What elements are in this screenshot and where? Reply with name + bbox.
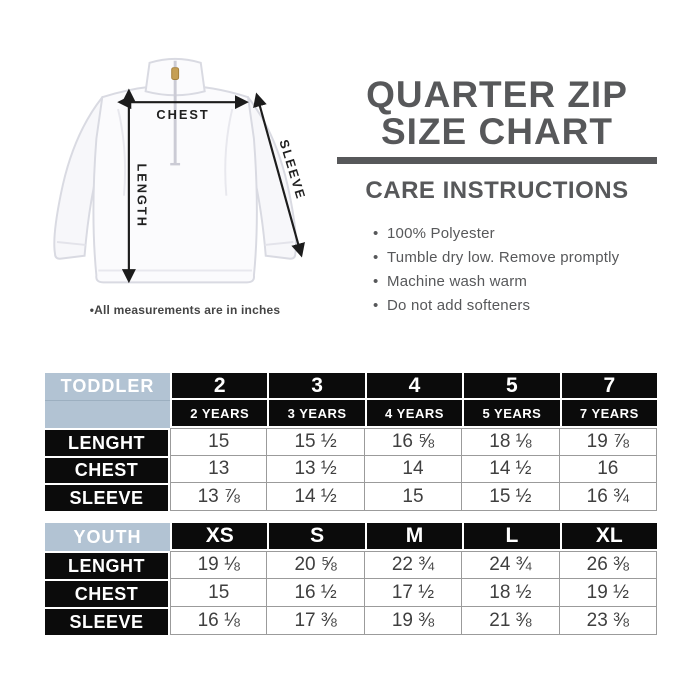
left-cuff-seam [56, 240, 86, 246]
row-label-chest: CHEST [45, 579, 170, 607]
age-column-header: 5 YEARS [462, 400, 560, 428]
measurements-note: •All measurements are in inches [89, 303, 281, 317]
toddler-group-header: TODDLER [45, 373, 170, 400]
table-cell: 24 ¾ [462, 551, 560, 579]
table-cell: 19 ½ [559, 579, 657, 607]
size-column-header: XL [559, 523, 657, 551]
care-instructions-list: 100% Polyester Tumble dry low. Remove pr… [337, 222, 657, 318]
care-item: Tumble dry low. Remove promptly [373, 246, 657, 270]
table-cell: 13 ½ [267, 456, 365, 483]
table-cell: 18 ½ [462, 579, 560, 607]
row-label-length: LENGHT [45, 428, 170, 456]
table-cell: 14 [364, 456, 463, 483]
table-cell: 15 [170, 428, 268, 456]
table-cell: 16 ⅛ [170, 607, 268, 635]
age-column-header: 4 YEARS [364, 400, 463, 428]
care-instructions-heading: CARE INSTRUCTIONS [365, 177, 629, 204]
table-cell: 15 [364, 483, 463, 511]
table-cell: 15 ½ [462, 483, 560, 511]
zipper-pull-icon [171, 67, 180, 80]
table-cell: 15 ½ [267, 428, 365, 456]
table-cell: 16 ¾ [559, 483, 657, 511]
table-cell: 22 ¾ [364, 551, 463, 579]
row-label-length: LENGHT [45, 551, 170, 579]
age-column-header: 3 YEARS [267, 400, 365, 428]
care-item: Do not add softeners [373, 294, 657, 318]
size-column-header: XS [170, 523, 268, 551]
table-cell: 19 ⅞ [559, 428, 657, 456]
size-column-header: 5 [462, 373, 560, 400]
youth-group-header: YOUTH [45, 523, 170, 551]
table-cell: 23 ⅜ [559, 607, 657, 635]
table-cell: 17 ⅜ [267, 607, 365, 635]
toddler-size-table: TODDLER 2 3 4 5 7 2 YEARS 3 YEARS 4 YEAR… [45, 373, 657, 511]
table-cell: 15 [170, 579, 268, 607]
table-cell: 16 ⅝ [364, 428, 463, 456]
size-column-header: M [364, 523, 463, 551]
age-column-header: 2 YEARS [170, 400, 268, 428]
table-cell: 16 [559, 456, 657, 483]
table-cell: 13 [170, 456, 268, 483]
table-cell: 13 ⅞ [170, 483, 268, 511]
row-label-sleeve: SLEEVE [45, 607, 170, 635]
table-cell: 19 ⅜ [364, 607, 463, 635]
page-title-line1: QUARTER ZIP [366, 74, 628, 115]
table-cell: 21 ⅜ [462, 607, 560, 635]
care-item: 100% Polyester [373, 222, 657, 246]
right-armhole-seam [224, 108, 234, 196]
table-cell: 16 ½ [267, 579, 365, 607]
size-column-header: 2 [170, 373, 268, 400]
table-cell: 26 ⅜ [559, 551, 657, 579]
size-column-header: 7 [559, 373, 657, 400]
toddler-group-subheader-empty [45, 400, 170, 428]
row-label-chest: CHEST [45, 456, 170, 483]
table-cell: 14 ½ [267, 483, 365, 511]
table-cell: 18 ⅛ [462, 428, 560, 456]
page-title-line2: SIZE CHART [381, 111, 613, 152]
header-block: QUARTER ZIP SIZE CHART CARE INSTRUCTIONS… [337, 76, 657, 318]
title-divider-bar [337, 157, 657, 164]
age-column-header: 7 YEARS [559, 400, 657, 428]
size-column-header: 3 [267, 373, 365, 400]
size-column-header: 4 [364, 373, 463, 400]
size-column-header: L [462, 523, 560, 551]
care-item: Machine wash warm [373, 270, 657, 294]
table-cell: 17 ½ [364, 579, 463, 607]
length-measure-label: LENGTH [135, 163, 150, 227]
row-label-sleeve: SLEEVE [45, 483, 170, 511]
table-cell: 19 ⅛ [170, 551, 268, 579]
table-cell: 14 ½ [462, 456, 560, 483]
table-cell: 20 ⅝ [267, 551, 365, 579]
sleeve-arrow [253, 92, 305, 258]
youth-size-table: YOUTH XS S M L XL LENGHT 19 ⅛ 20 ⅝ 22 ¾ … [45, 523, 657, 635]
quarter-zip-garment-illustration: CHEST LENGTH SLEEVE [53, 57, 309, 284]
size-column-header: S [267, 523, 365, 551]
chest-measure-label: CHEST [156, 107, 209, 122]
